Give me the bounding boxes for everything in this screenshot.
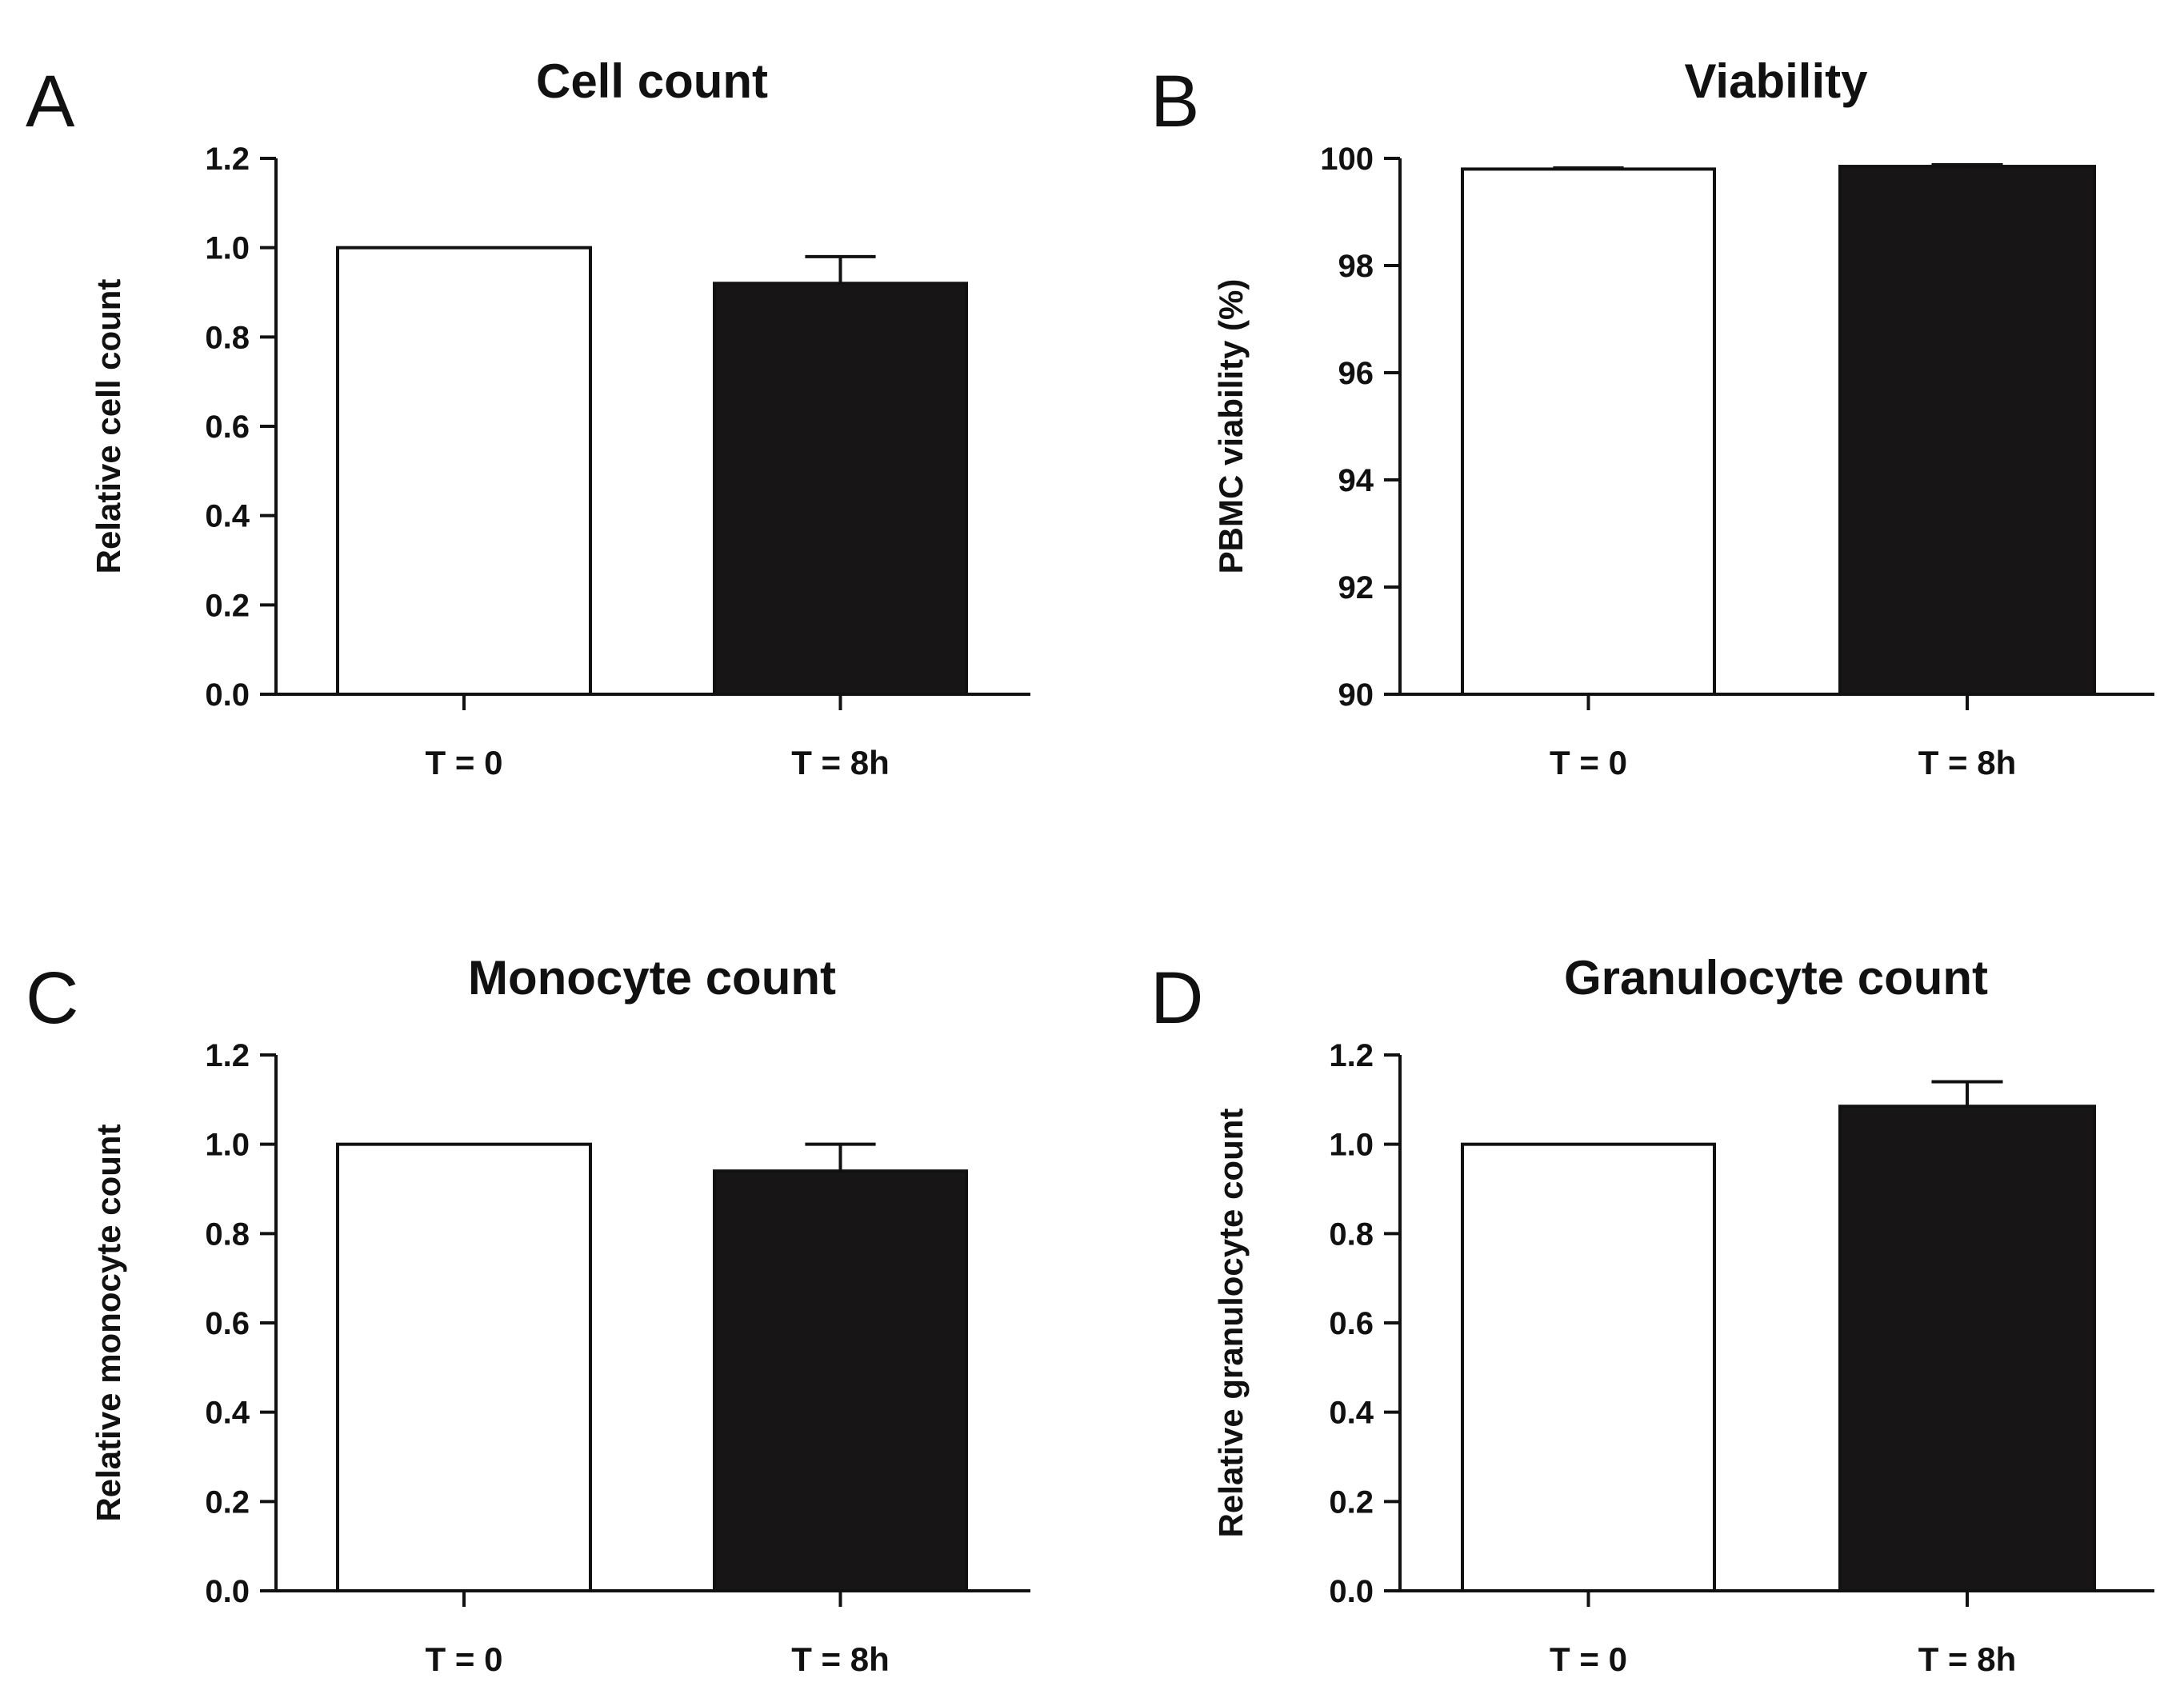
y-tick-label: 0.0 xyxy=(1329,1574,1374,1609)
y-axis-label: PBMC viability (%) xyxy=(1212,279,1250,574)
y-tick-label: 0.6 xyxy=(1329,1306,1374,1341)
x-category-label: T = 8h xyxy=(791,1640,890,1678)
chart-title: Monocyte count xyxy=(468,951,836,1005)
bar-t0 xyxy=(336,246,592,696)
y-tick-label: 1.0 xyxy=(205,1128,250,1163)
y-tick-label: 1.2 xyxy=(205,1038,250,1073)
y-tick-label: 92 xyxy=(1338,570,1374,605)
y-axis-label: Relative granulocyte count xyxy=(1212,1109,1250,1538)
bar-t0 xyxy=(1461,1142,1716,1592)
bar-t0 xyxy=(336,1142,592,1592)
bar-t8h xyxy=(1838,165,2096,697)
y-tick-label: 1.2 xyxy=(1329,1038,1374,1073)
y-tick-label: 96 xyxy=(1338,356,1374,391)
y-tick-label: 94 xyxy=(1338,463,1374,498)
chart-title: Granulocyte count xyxy=(1564,951,1988,1005)
x-category-label: T = 8h xyxy=(1918,744,2017,781)
panel-b: B Viability PBMC viability (%) 90 92 94 96 98 10… xyxy=(1150,54,2154,781)
y-tick-label: 0.0 xyxy=(205,677,250,713)
panel-letter: B xyxy=(1150,61,1199,142)
y-tick-label: 1.0 xyxy=(1329,1128,1374,1163)
bar-t8h xyxy=(1838,1105,2096,1593)
y-tick-label: 90 xyxy=(1338,677,1374,713)
panel-d: D Granulocyte count Relative granulocyte c… xyxy=(1150,951,2154,1678)
y-tick-label: 0.2 xyxy=(205,588,250,623)
bar-t0 xyxy=(1461,167,1716,696)
panel-letter: A xyxy=(26,61,75,142)
y-tick-label: 0.6 xyxy=(205,1306,250,1341)
y-tick-label: 0.4 xyxy=(205,1396,250,1431)
y-tick-label: 0.0 xyxy=(205,1574,250,1609)
y-tick-label: 0.2 xyxy=(1329,1484,1374,1520)
y-tick-label: 0.8 xyxy=(205,1217,250,1252)
x-category-label: T = 0 xyxy=(426,744,503,781)
bar-t8h xyxy=(713,282,968,697)
x-category-label: T = 0 xyxy=(426,1640,503,1678)
y-tick-label: 0.4 xyxy=(205,499,250,534)
y-tick-label: 1.0 xyxy=(205,231,250,266)
panel-letter: C xyxy=(26,957,78,1039)
y-tick-label: 0.2 xyxy=(205,1484,250,1520)
panel-a: A Cell count Relative cell count 0.0 0.2 0.4 0… xyxy=(26,54,1030,781)
y-tick-label: 0.8 xyxy=(1329,1217,1374,1252)
y-tick-label: 100 xyxy=(1320,142,1374,177)
y-tick-label: 0.4 xyxy=(1329,1396,1374,1431)
chart-title: Cell count xyxy=(536,54,768,108)
y-axis-label: Relative cell count xyxy=(90,279,127,574)
y-tick-label: 0.6 xyxy=(205,410,250,445)
x-category-label: T = 0 xyxy=(1550,744,1627,781)
x-category-label: T = 8h xyxy=(791,744,890,781)
panel-letter: D xyxy=(1150,957,1203,1039)
chart-title: Viability xyxy=(1685,54,1869,108)
y-tick-label: 98 xyxy=(1338,249,1374,284)
y-tick-label: 1.2 xyxy=(205,142,250,177)
x-category-label: T = 0 xyxy=(1550,1640,1627,1678)
y-axis-label: Relative monocyte count xyxy=(90,1124,127,1521)
y-tick-label: 0.8 xyxy=(205,320,250,355)
x-category-label: T = 8h xyxy=(1918,1640,2017,1678)
bar-t8h xyxy=(713,1169,968,1592)
panel-c: C Monocyte count Relative monocyte count 0.… xyxy=(26,951,1030,1678)
